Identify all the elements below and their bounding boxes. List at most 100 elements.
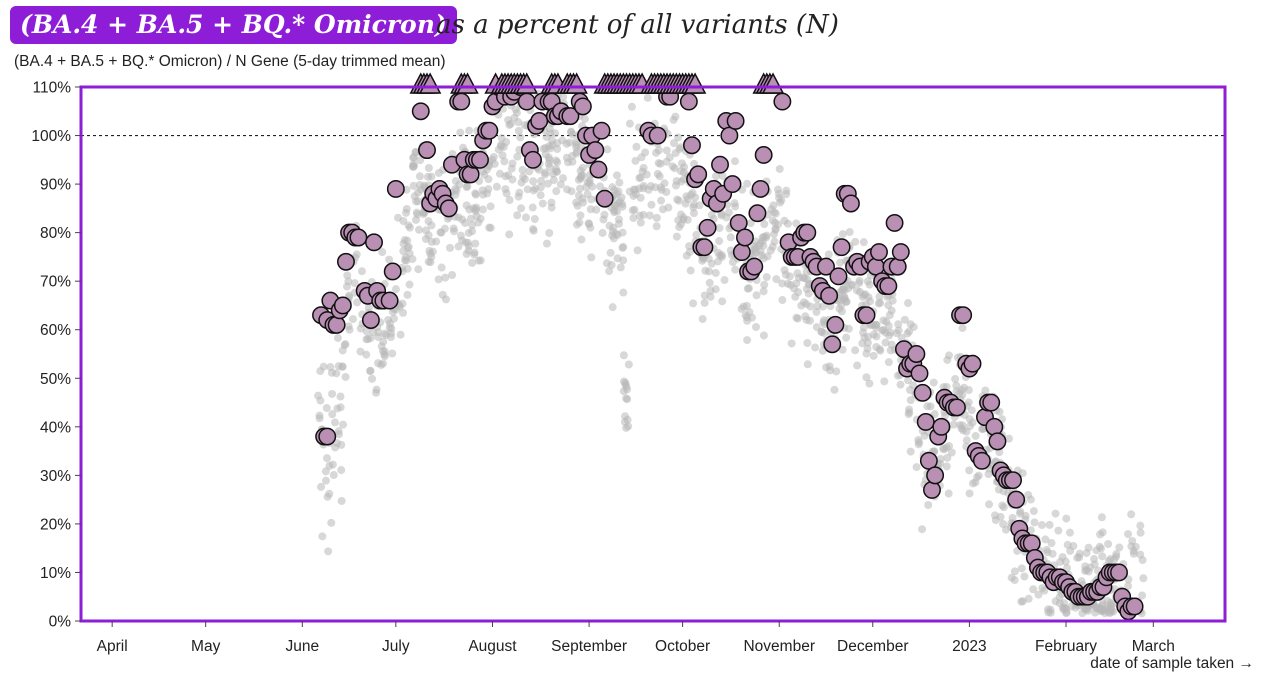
background-point [536, 191, 545, 200]
highlight-point [926, 466, 945, 485]
background-point [942, 462, 951, 471]
background-point [543, 179, 552, 188]
background-point [428, 247, 437, 256]
background-point [427, 237, 436, 246]
background-point [1084, 567, 1093, 576]
background-point [731, 157, 740, 166]
background-point [619, 256, 628, 265]
background-point [885, 311, 894, 320]
background-point [652, 148, 661, 157]
background-point [689, 209, 698, 218]
background-point [1047, 539, 1056, 548]
background-point [1136, 521, 1145, 530]
background-point [478, 205, 487, 214]
background-point [451, 177, 460, 186]
background-point [606, 248, 615, 257]
highlight-point [1125, 597, 1144, 616]
background-point [792, 313, 801, 322]
background-point [683, 195, 692, 204]
background-point [396, 330, 405, 339]
background-point [781, 270, 790, 279]
highlight-point [648, 126, 667, 145]
background-point [575, 218, 584, 227]
background-point [1124, 582, 1133, 591]
background-point [884, 301, 893, 310]
background-point [951, 374, 960, 383]
background-point [651, 183, 660, 192]
background-point [1018, 469, 1027, 478]
plot-frame [79, 85, 1227, 623]
background-point [1124, 530, 1133, 539]
highlight-point [841, 194, 860, 213]
background-point [1073, 553, 1082, 562]
background-point [940, 445, 949, 454]
background-point [657, 196, 666, 205]
highlight-point [561, 107, 580, 126]
background-point [366, 334, 375, 343]
background-point [612, 171, 621, 180]
background-point [424, 164, 433, 173]
background-point [652, 222, 661, 231]
highlight-point [754, 146, 773, 164]
background-point [812, 307, 821, 316]
background-point [757, 251, 766, 260]
background-point [811, 343, 820, 352]
background-point [728, 258, 737, 267]
background-point [317, 482, 326, 491]
background-point [859, 238, 868, 247]
background-point [468, 221, 477, 230]
background-point [642, 170, 651, 179]
background-point [662, 157, 671, 166]
background-point [675, 145, 684, 154]
background-point [643, 93, 652, 102]
background-point [336, 403, 345, 412]
background-point [562, 139, 571, 148]
background-point [707, 259, 716, 268]
background-point [662, 187, 671, 196]
background-point [389, 314, 398, 323]
y-tick-label: 40% [40, 419, 71, 436]
y-tick-label: 50% [40, 371, 71, 388]
background-point [402, 256, 411, 265]
background-point [518, 165, 527, 174]
background-point [328, 389, 337, 398]
background-point [743, 179, 752, 188]
highlight-point [913, 383, 932, 402]
background-point [962, 427, 971, 436]
background-point [388, 349, 397, 358]
background-point [385, 255, 394, 264]
background-point [1105, 609, 1114, 618]
x-tick-label: August [468, 638, 517, 655]
background-point [602, 259, 611, 268]
background-point [528, 203, 537, 212]
background-point [322, 404, 331, 413]
highlight-point [829, 267, 848, 286]
background-point [476, 256, 485, 265]
background-point [556, 180, 565, 189]
background-point [686, 266, 695, 275]
background-point [1024, 491, 1033, 500]
background-point [517, 204, 526, 213]
highlight-point [982, 393, 1001, 412]
background-point [991, 516, 1000, 525]
background-point [614, 219, 623, 228]
background-point [787, 339, 796, 348]
background-point [1127, 542, 1136, 551]
background-point [760, 220, 769, 229]
variant-title-badge: (BA.4 + BA.5 + BQ.* Omicron) [10, 6, 457, 44]
background-point [705, 278, 714, 287]
background-point [492, 182, 501, 191]
background-point [1017, 597, 1026, 606]
background-point [965, 489, 974, 498]
highlight-point [380, 291, 399, 310]
background-point [424, 217, 433, 226]
highlight-point [988, 432, 1007, 451]
background-point [1106, 598, 1115, 607]
highlight-point [823, 335, 842, 354]
background-point [906, 447, 915, 456]
background-point [576, 211, 585, 220]
y-tick-label: 100% [31, 128, 71, 145]
background-point [958, 324, 967, 333]
background-point [1104, 539, 1113, 548]
